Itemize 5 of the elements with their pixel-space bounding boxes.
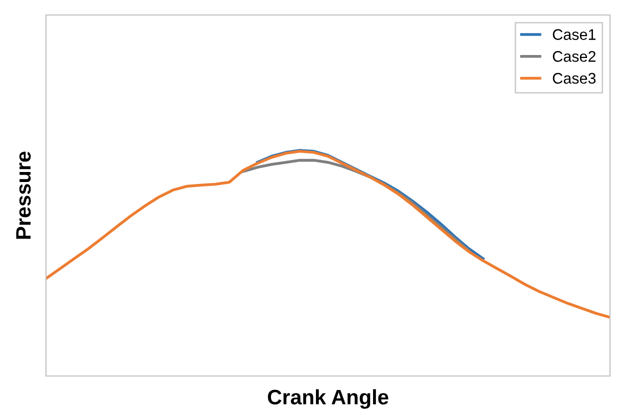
x-axis-title: Crank Angle: [268, 389, 388, 409]
y-axis-title: Pressure: [16, 152, 31, 239]
legend-label: Case1: [552, 29, 596, 40]
legend-label: Case2: [552, 51, 596, 62]
legend-label: Case3: [552, 72, 596, 84]
